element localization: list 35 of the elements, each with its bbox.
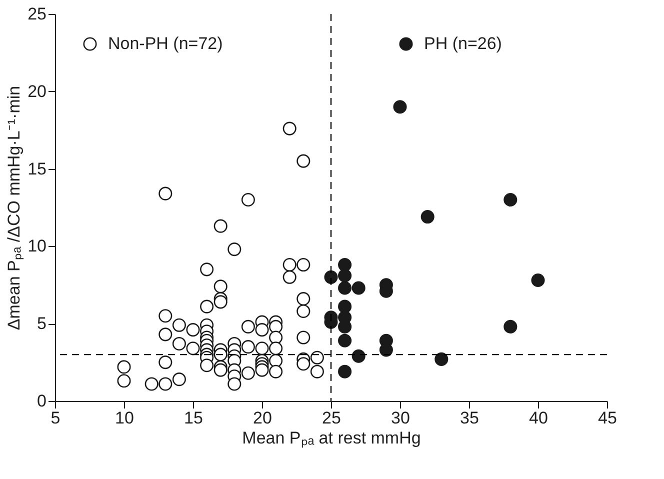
point: [338, 258, 352, 272]
point: [420, 210, 434, 224]
point: [531, 273, 545, 288]
y-axis-title: Δmean Pₚₐ /ΔCO mmHg·L⁻¹·min: [4, 86, 25, 330]
x-tick-label: 10: [115, 408, 134, 428]
y-tick-label: 15: [28, 159, 46, 178]
point: [434, 352, 448, 366]
point: [338, 281, 352, 295]
legend-label: Non-PH (n=72): [108, 34, 223, 53]
x-axis-title: Mean Pₚₐ at rest mmHg: [242, 428, 421, 448]
y-tick-label: 25: [28, 4, 46, 24]
x-tick-label: 40: [529, 408, 548, 428]
point: [504, 320, 518, 334]
x-tick-label: 30: [391, 408, 410, 428]
y-tick-label: 0: [37, 392, 46, 410]
y-tick-label: 5: [37, 314, 46, 334]
point: [393, 100, 407, 114]
point: [338, 268, 352, 282]
y-tick-label: 20: [28, 82, 46, 101]
x-tick-label: 15: [184, 408, 203, 428]
x-tick-label: 45: [598, 408, 617, 428]
point: [504, 193, 518, 207]
x-tick-label: 25: [322, 408, 341, 428]
point: [352, 349, 366, 363]
point: [338, 300, 352, 314]
point: [352, 281, 366, 295]
x-tick-label: 5: [50, 408, 60, 428]
point: [338, 334, 352, 348]
point: [324, 270, 338, 284]
y-tick-label: 10: [28, 236, 46, 256]
point: [379, 343, 393, 357]
legend-label: PH (n=26): [424, 34, 502, 53]
x-tick-label: 20: [253, 408, 272, 428]
point: [338, 364, 352, 378]
x-tick-label: 35: [460, 408, 479, 428]
